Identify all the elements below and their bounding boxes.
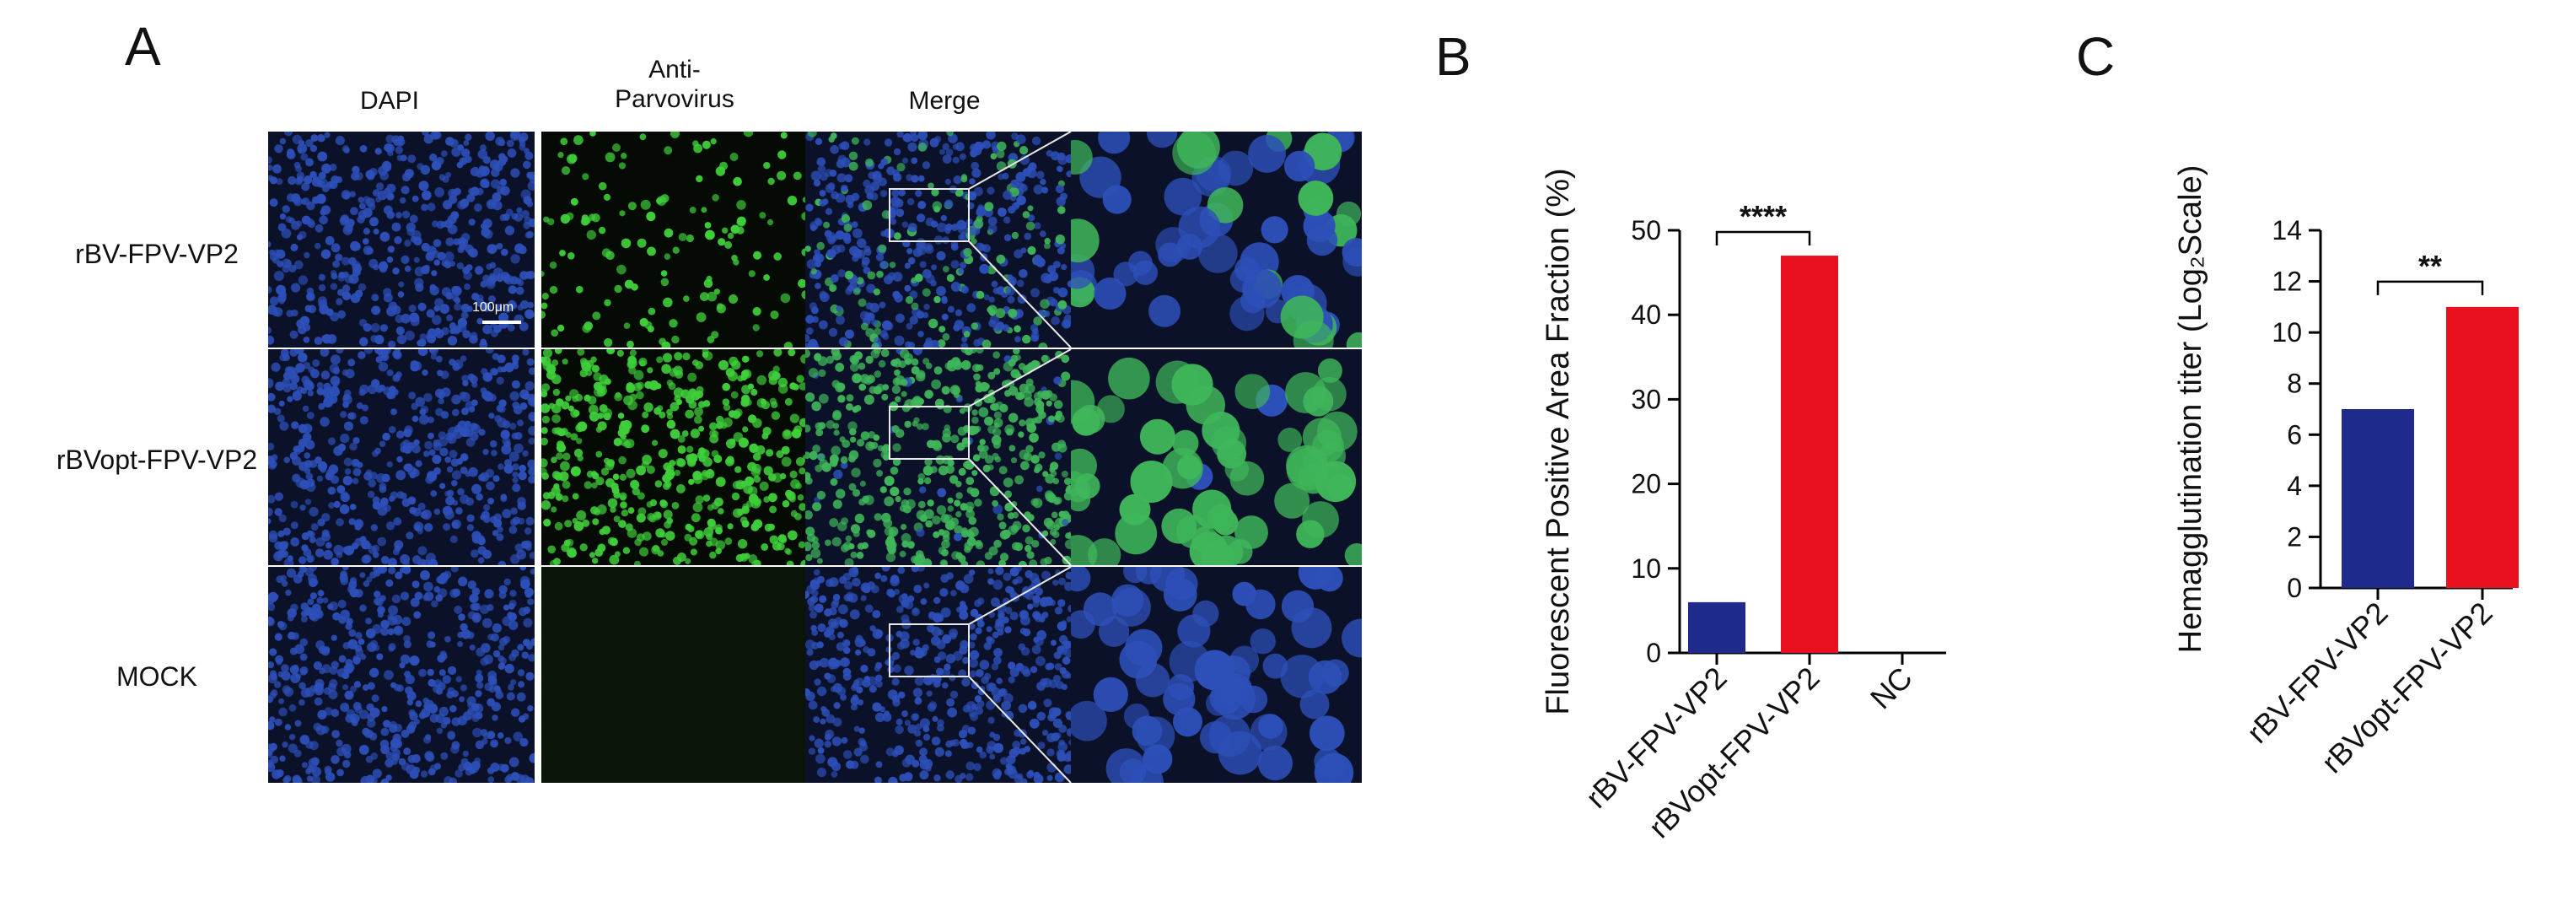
micrograph-zoom-1 bbox=[1071, 132, 1362, 348]
significance-bracket bbox=[2376, 280, 2484, 295]
zoom-connector-line bbox=[968, 458, 1072, 566]
zoom-connector-line bbox=[968, 131, 1072, 190]
y-tick-label: 8 bbox=[2287, 369, 2302, 399]
scale-bar-label: 100μm bbox=[472, 300, 514, 315]
y-tick-label: 14 bbox=[2272, 215, 2302, 245]
chart-c-hemagglutination: 0 2 4 6 8 10 12 14 Hemagglutination titer (Log₂S… bbox=[2173, 165, 2519, 779]
zoom-connector-line bbox=[968, 348, 1072, 407]
micrograph-merge-3 bbox=[805, 567, 1072, 783]
row-header-rbv: rBV-FPV-VP2 bbox=[75, 239, 239, 269]
micrograph-anti-parvovirus-3 bbox=[541, 567, 808, 783]
column-header-merge: Merge bbox=[908, 87, 981, 115]
y-tick-label: 4 bbox=[2287, 471, 2302, 501]
y-tick-label: 0 bbox=[2287, 573, 2302, 603]
significance-label: ** bbox=[2418, 249, 2442, 283]
y-tick-label: 50 bbox=[1631, 215, 1661, 245]
micrograph-anti-parvovirus-2 bbox=[541, 349, 808, 565]
row-header-mock: MOCK bbox=[116, 661, 197, 692]
x-tick-label: NC bbox=[1863, 660, 1919, 716]
y-tick-label: 2 bbox=[2287, 521, 2302, 552]
y-tick-label: 10 bbox=[2272, 317, 2302, 348]
micrograph-zoom-2 bbox=[1071, 349, 1362, 565]
zoom-connector-line bbox=[968, 566, 1072, 625]
bar-rbv-fpv-vp2 bbox=[1688, 601, 1745, 653]
micrograph-zoom-3 bbox=[1071, 567, 1362, 783]
chart-b-positive-area: 0 10 20 30 40 50 Fluorescent Positive Area Fra… bbox=[1541, 168, 1946, 845]
bar-rbvopt-fpv-vp2 bbox=[2446, 306, 2519, 588]
y-axis-label: Hemagglutination titer (Log₂Scale) bbox=[2173, 165, 2208, 654]
zoom-region-box bbox=[889, 188, 970, 242]
y-tick-label: 20 bbox=[1631, 469, 1661, 499]
x-tick-label: rBVopt-FPV-VP2 bbox=[1642, 660, 1826, 845]
significance-bracket bbox=[1715, 230, 1811, 246]
micrograph-dapi-3 bbox=[268, 567, 535, 783]
zoom-connector-line bbox=[968, 676, 1072, 784]
micrograph-anti-parvovirus-1 bbox=[541, 132, 808, 348]
micrograph-dapi-1 bbox=[268, 132, 535, 348]
y-tick-label: 6 bbox=[2287, 419, 2302, 450]
significance-label: **** bbox=[1740, 199, 1787, 234]
column-header-dapi: DAPI bbox=[359, 87, 420, 115]
y-tick-label: 30 bbox=[1631, 384, 1661, 414]
micrograph-dapi-2 bbox=[268, 349, 535, 565]
y-tick-label: 12 bbox=[2272, 267, 2302, 297]
panel-label-c: C bbox=[2076, 26, 2116, 87]
y-tick-label: 40 bbox=[1631, 299, 1661, 330]
zoom-region-box bbox=[889, 406, 970, 460]
panel-label-b: B bbox=[1435, 26, 1471, 87]
y-axis-label: Fluorescent Positive Area Fraction (%) bbox=[1541, 168, 1576, 714]
micrograph-merge-1 bbox=[805, 132, 1072, 348]
bar-rbv-fpv-vp2 bbox=[2342, 409, 2414, 588]
y-tick-label: 0 bbox=[1646, 638, 1661, 668]
scale-bar bbox=[482, 321, 521, 324]
column-header-anti-parvovirus: Anti- Parvovirus bbox=[615, 56, 734, 113]
micrograph-merge-2 bbox=[805, 349, 1072, 565]
y-tick-label: 10 bbox=[1631, 553, 1661, 584]
panel-label-a: A bbox=[125, 16, 161, 77]
zoom-connector-line bbox=[968, 240, 1072, 348]
zoom-region-box bbox=[889, 623, 970, 677]
row-header-rbvopt: rBVopt-FPV-VP2 bbox=[56, 445, 258, 475]
bar-rbvopt-fpv-vp2 bbox=[1781, 256, 1838, 653]
